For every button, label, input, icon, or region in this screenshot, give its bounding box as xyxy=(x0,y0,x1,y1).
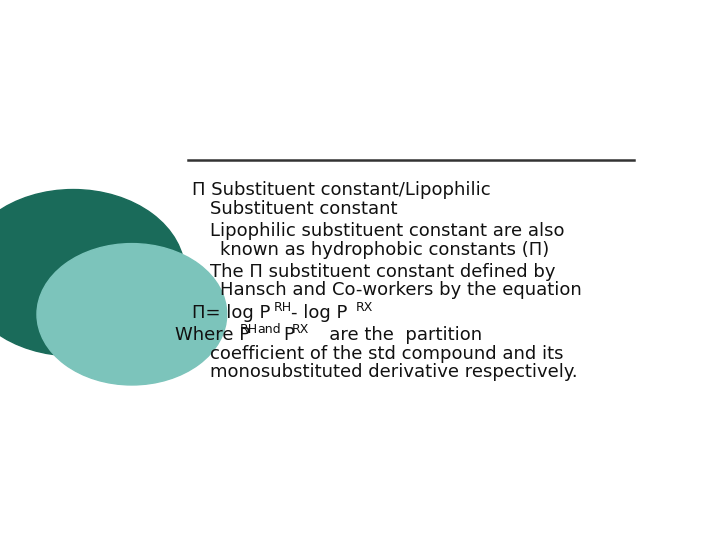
Text: RX: RX xyxy=(292,322,310,335)
Text: monosubstituted derivative respectively.: monosubstituted derivative respectively. xyxy=(210,363,577,381)
Text: and: and xyxy=(258,322,281,335)
Text: The Π substituent constant defined by: The Π substituent constant defined by xyxy=(210,263,555,281)
Text: Lipophilic substituent constant are also: Lipophilic substituent constant are also xyxy=(210,222,564,240)
Text: RX: RX xyxy=(356,301,374,314)
Text: coefficient of the std compound and its: coefficient of the std compound and its xyxy=(210,345,564,363)
Text: Substituent constant: Substituent constant xyxy=(210,200,397,218)
Text: known as hydrophobic constants (Π): known as hydrophobic constants (Π) xyxy=(220,241,549,259)
Text: are the  partition: are the partition xyxy=(312,326,482,344)
Text: RH: RH xyxy=(240,322,258,335)
Text: - log P: - log P xyxy=(291,304,347,322)
Text: RH: RH xyxy=(274,301,292,314)
Text: Π Substituent constant/Lipophilic: Π Substituent constant/Lipophilic xyxy=(192,181,490,199)
Text: P: P xyxy=(284,326,294,344)
Circle shape xyxy=(37,244,227,385)
Text: Hansch and Co-workers by the equation: Hansch and Co-workers by the equation xyxy=(220,281,582,300)
Text: Π= log P: Π= log P xyxy=(192,304,270,322)
Text: Where P: Where P xyxy=(175,326,250,344)
Circle shape xyxy=(0,190,185,356)
